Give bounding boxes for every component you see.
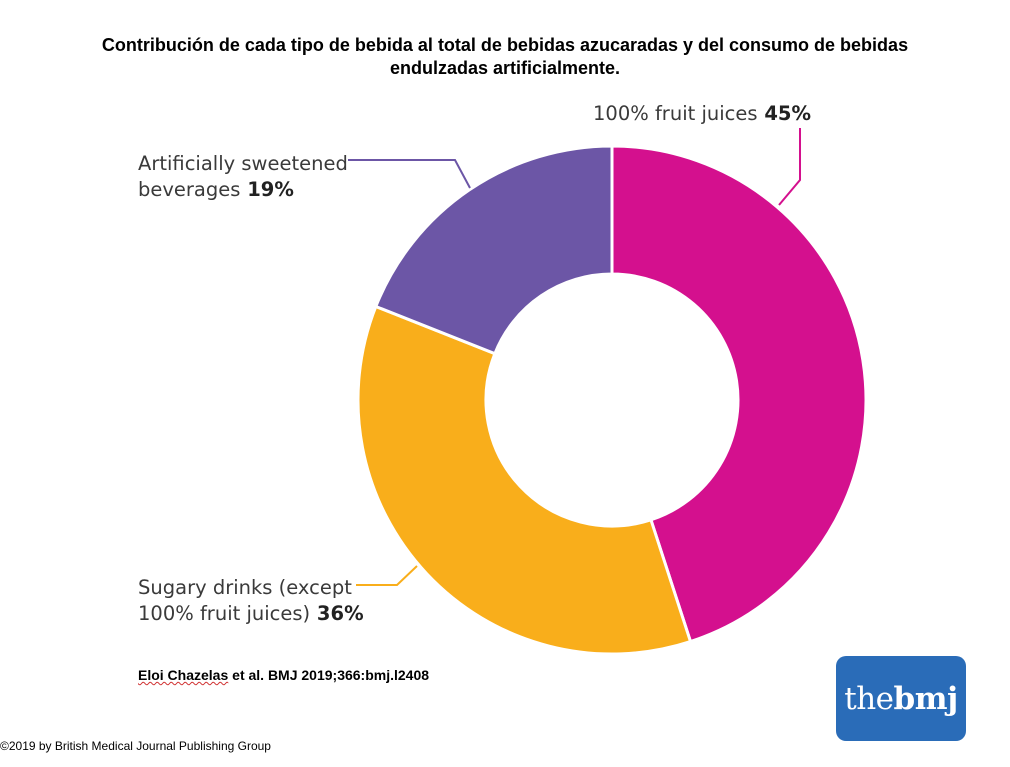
bmj-logo[interactable]: the bmj	[836, 656, 966, 741]
leader-line-artificially-sweetened-beverages	[348, 159, 471, 189]
citation-reference: et al. BMJ 2019;366:bmj.l2408	[228, 667, 430, 683]
chart-title: Contribución de cada tipo de bebida al t…	[0, 34, 1010, 80]
slice-value-artificially-sweetened-beverages: 19%	[240, 178, 293, 201]
slice-label-artificially-sweetened-beverages-line-1: Artificially sweetened	[138, 152, 348, 175]
donut-slices	[356, 144, 868, 656]
slice-labels: 100% fruit juices 45% Sugary drinks (exce…	[138, 102, 811, 625]
slice-label-100-fruit-juices-line-1: 100% fruit juices 45%	[593, 102, 811, 125]
bmj-logo-bmj: bmj	[893, 680, 959, 717]
slice-label-sugary-drinks-except-100-fruit-juices-line-2: 100% fruit juices) 36%	[138, 602, 364, 625]
slice-value-sugary-drinks-except-100-fruit-juices: 36%	[310, 602, 363, 625]
citation: Eloi Chazelas et al. BMJ 2019;366:bmj.l2…	[138, 667, 429, 683]
slice-artificially-sweetened-beverages	[373, 144, 614, 356]
leader-line-sugary-drinks-except-100-fruit-juices	[356, 565, 418, 586]
copyright-notice: ©2019 by British Medical Journal Publish…	[0, 739, 271, 753]
slice-label-sugary-drinks-except-100-fruit-juices-line-1: Sugary drinks (except	[138, 576, 352, 599]
bmj-logo-the: the	[844, 680, 894, 717]
citation-author: Eloi Chazelas	[138, 667, 229, 683]
slice-value-100-fruit-juices: 45%	[758, 102, 811, 125]
slice-100-fruit-juices	[610, 144, 868, 644]
chart-title-line-1: Contribución de cada tipo de bebida al t…	[101, 35, 909, 55]
slice-label-artificially-sweetened-beverages-line-2: beverages 19%	[138, 178, 294, 201]
chart-title-line-2: endulzadas artificialmente.	[389, 58, 621, 78]
slice-sugary-drinks-except-100-fruit-juices	[356, 304, 693, 656]
leader-line-100-fruit-juices	[778, 128, 801, 206]
